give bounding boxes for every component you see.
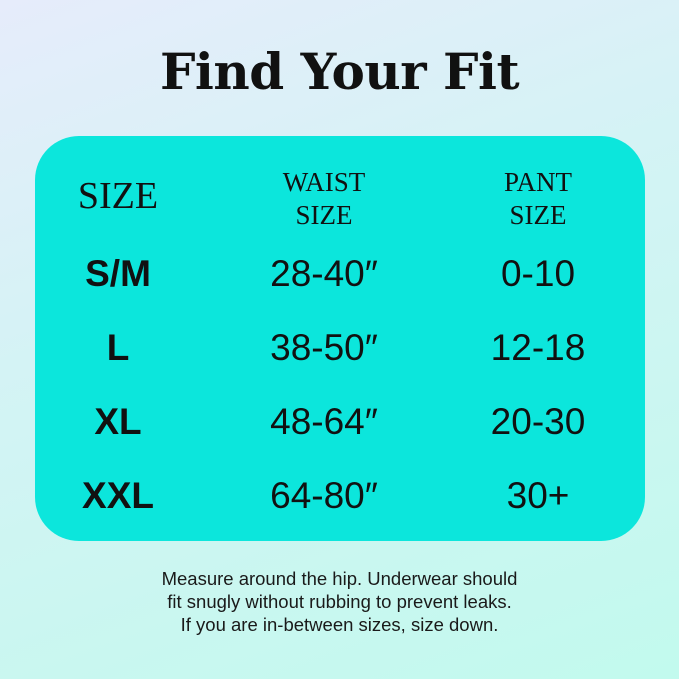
fit-note: Measure around the hip. Underwear should… [0, 567, 679, 636]
note-line: fit snugly without rubbing to prevent le… [167, 591, 512, 612]
row-pant: 0-10 [500, 253, 576, 294]
header-pant-line1: PANT [503, 167, 573, 197]
header-pant-size: PANT SIZE [504, 166, 572, 232]
row-size: L [106, 327, 130, 368]
row-size: XXL [82, 475, 154, 516]
header-size: SIZE [77, 175, 159, 217]
header-waist-line1: WAIST [282, 167, 366, 197]
row-waist: 28-40″ [270, 253, 378, 294]
note-line: If you are in-between sizes, size down. [180, 614, 499, 635]
page-title: Find Your Fit [159, 42, 520, 101]
row-pant: 12-18 [490, 327, 586, 368]
row-waist: 64-80″ [270, 475, 378, 516]
row-pant: 30+ [506, 475, 570, 516]
header-pant-line2: SIZE [509, 200, 567, 230]
row-waist: 38-50″ [270, 327, 378, 368]
note-line: Measure around the hip. Underwear should [161, 568, 518, 589]
row-waist: 48-64″ [270, 401, 378, 442]
size-chart-table: SIZE WAIST SIZE PANT SIZE S/M 28-40″ 0-1… [35, 136, 645, 541]
row-pant: 20-30 [490, 401, 586, 442]
row-size: XL [94, 401, 142, 442]
row-size: S/M [85, 253, 151, 294]
header-waist-line2: SIZE [295, 200, 353, 230]
header-waist-size: WAIST SIZE [283, 166, 366, 232]
